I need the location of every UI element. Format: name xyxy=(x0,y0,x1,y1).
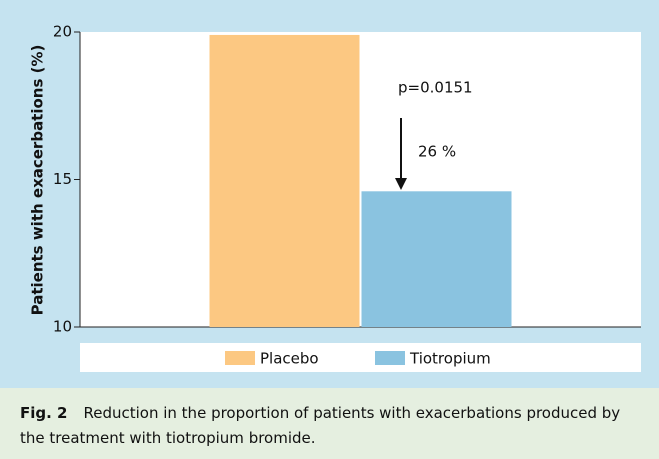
arrow-head xyxy=(395,178,407,190)
legend-swatch xyxy=(375,351,405,365)
legend xyxy=(80,343,641,372)
annotation: 26 % xyxy=(418,143,456,161)
y-tick-label: 20 xyxy=(53,23,72,41)
bar xyxy=(361,191,512,327)
y-axis-label: Patients with exacerbations (%) xyxy=(29,45,47,316)
y-tick-label: 10 xyxy=(53,318,72,336)
annotation: p=0.0151 xyxy=(398,79,473,97)
legend-label: Tiotropium xyxy=(409,350,491,368)
legend-swatch xyxy=(225,351,255,365)
caption-text: Reduction in the proportion of patients … xyxy=(20,404,621,447)
legend-label: Placebo xyxy=(260,350,319,368)
caption-label: Fig. 2 xyxy=(20,404,68,422)
caption: Fig. 2 Reduction in the proportion of pat… xyxy=(0,388,659,459)
chart: Patients with exacerbations (%) p=0.0151… xyxy=(0,0,659,388)
y-tick-label: 15 xyxy=(53,170,72,188)
bar xyxy=(209,34,360,327)
plot-area xyxy=(80,32,641,327)
